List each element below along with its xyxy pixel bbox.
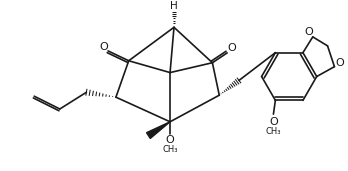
Text: O: O bbox=[335, 58, 344, 68]
Text: O: O bbox=[166, 135, 174, 146]
Polygon shape bbox=[147, 122, 170, 139]
Text: CH₃: CH₃ bbox=[266, 127, 281, 136]
Text: O: O bbox=[269, 117, 278, 127]
Text: O: O bbox=[304, 27, 313, 37]
Text: CH₃: CH₃ bbox=[162, 145, 178, 154]
Text: O: O bbox=[100, 42, 109, 52]
Text: O: O bbox=[228, 43, 236, 53]
Text: H: H bbox=[170, 1, 178, 11]
